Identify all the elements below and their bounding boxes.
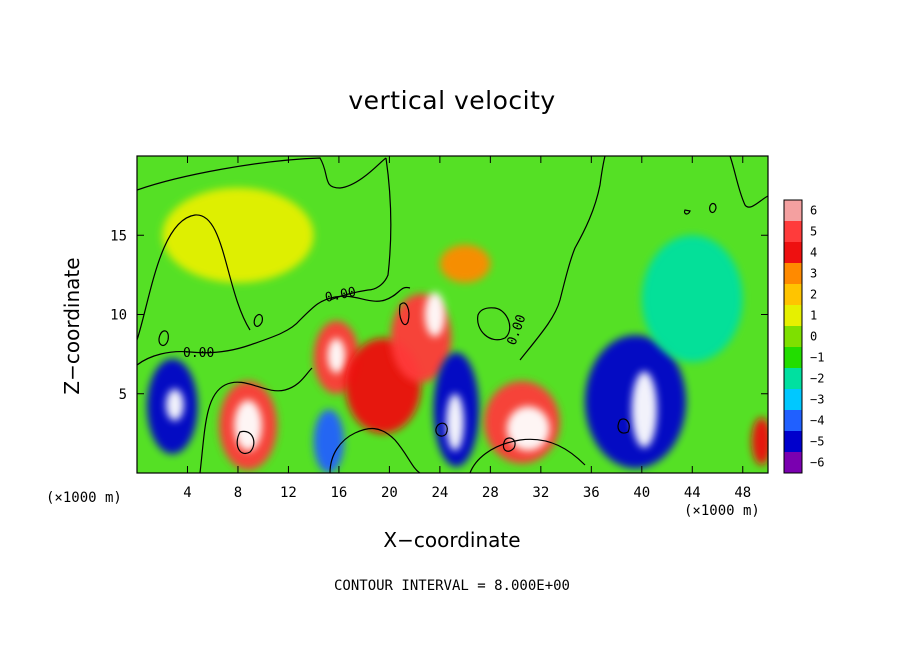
chart-title: vertical velocity <box>348 86 556 115</box>
contour-label: 0.00 <box>324 285 358 306</box>
y-tick-label: 5 <box>119 387 127 403</box>
heatmap-cell <box>506 406 550 451</box>
colorbar-label: 3 <box>810 267 817 281</box>
heatmap-cell <box>424 292 445 337</box>
colorbar: 6 5 4 3 2 1 0 −1 −2 −3 −4 −5 −6 <box>783 199 824 474</box>
zero-contour-lines <box>137 156 768 473</box>
x-tick-label: 44 <box>684 485 701 501</box>
x-unit-label-left: (×1000 m) <box>46 490 122 506</box>
colorbar-label: −6 <box>810 456 824 470</box>
colorbar-swatch <box>784 410 802 431</box>
colorbar-swatch <box>784 242 802 263</box>
heatmap-cell <box>631 371 657 448</box>
colorbar-label: −3 <box>810 393 824 407</box>
x-tick-label: 24 <box>431 485 448 501</box>
contour-label: 0.00 <box>183 346 214 361</box>
colorbar-swatch <box>784 389 802 410</box>
x-tick-label: 8 <box>234 485 242 501</box>
x-tick-label: 48 <box>734 485 751 501</box>
colorbar-swatch <box>784 326 802 347</box>
x-tick-label: 20 <box>381 485 398 501</box>
heatmap-cell <box>439 244 491 283</box>
colorbar-swatch <box>784 200 802 221</box>
heatmap-fill <box>137 156 768 473</box>
colorbar-swatch <box>784 221 802 242</box>
colorbar-label: −1 <box>810 351 824 365</box>
colorbar-swatch <box>784 305 802 326</box>
x-tick-label: 36 <box>583 485 600 501</box>
y-axis-label: Z−coordinate <box>60 257 84 395</box>
x-tick-label: 28 <box>482 485 499 501</box>
colorbar-label: 5 <box>810 225 817 239</box>
heatmap-cell <box>313 409 344 473</box>
x-unit-label-right: (×1000 m) <box>684 503 760 519</box>
x-tick-label: 32 <box>532 485 549 501</box>
y-axis: 5 10 15 <box>110 228 768 403</box>
y-tick-label: 10 <box>110 308 127 324</box>
y-tick-label: 15 <box>110 228 127 244</box>
heatmap-cell <box>446 393 464 451</box>
x-tick-label: 40 <box>633 485 650 501</box>
x-tick-label: 4 <box>183 485 191 501</box>
colorbar-label: −4 <box>810 414 824 428</box>
colorbar-label: 1 <box>810 309 817 323</box>
colorbar-label: −5 <box>810 435 824 449</box>
colorbar-label: 2 <box>810 288 817 302</box>
colorbar-label: 6 <box>810 204 817 218</box>
heatmap-cell <box>162 187 314 283</box>
contour-interval-footer: CONTOUR INTERVAL = 8.000E+00 <box>333 578 570 594</box>
colorbar-frame <box>783 199 803 474</box>
colorbar-swatch <box>784 284 802 305</box>
colorbar-label: 4 <box>810 246 817 260</box>
colorbar-swatch <box>784 347 802 368</box>
colorbar-swatch <box>784 452 802 473</box>
colorbar-swatch <box>784 263 802 284</box>
colorbar-swatch <box>784 431 802 452</box>
x-axis: 4 8 12 16 20 24 28 32 36 40 44 48 <box>183 156 751 501</box>
heatmap-cell <box>641 235 743 363</box>
colorbar-label: −2 <box>810 372 824 386</box>
heatmap-cell <box>751 417 768 466</box>
heatmap-cell <box>234 400 262 451</box>
colorbar-label: 0 <box>810 330 817 344</box>
colorbar-swatch <box>784 368 802 389</box>
x-tick-label: 12 <box>280 485 297 501</box>
heatmap-cell <box>327 338 346 374</box>
heatmap-cell <box>166 388 184 421</box>
x-tick-label: 16 <box>330 485 347 501</box>
x-axis-label: X−coordinate <box>383 528 521 552</box>
